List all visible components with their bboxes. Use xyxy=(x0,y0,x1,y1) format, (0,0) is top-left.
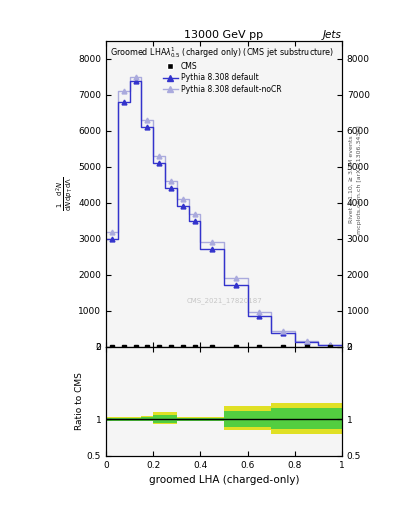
Title: 13000 GeV pp: 13000 GeV pp xyxy=(184,30,264,40)
Legend: CMS, Pythia 8.308 default, Pythia 8.308 default-noCR: CMS, Pythia 8.308 default, Pythia 8.308 … xyxy=(110,45,334,94)
Text: Rivet 3.1.10, ≥ 3.2M events: Rivet 3.1.10, ≥ 3.2M events xyxy=(349,135,354,223)
Text: CMS_2021_17820187: CMS_2021_17820187 xyxy=(186,297,262,304)
Y-axis label: Ratio to CMS: Ratio to CMS xyxy=(75,372,84,430)
Y-axis label: $\frac{1}{\mathrm{d}N}\frac{\mathrm{d}^2N}{\mathrm{d}p_\mathrm{T}\,\mathrm{d}\La: $\frac{1}{\mathrm{d}N}\frac{\mathrm{d}^2… xyxy=(55,177,75,211)
Text: Jets: Jets xyxy=(323,30,342,40)
Text: mcplots.cern.ch [arXiv:1306.3436]: mcplots.cern.ch [arXiv:1306.3436] xyxy=(357,125,362,233)
X-axis label: groomed LHA (charged-only): groomed LHA (charged-only) xyxy=(149,475,299,485)
